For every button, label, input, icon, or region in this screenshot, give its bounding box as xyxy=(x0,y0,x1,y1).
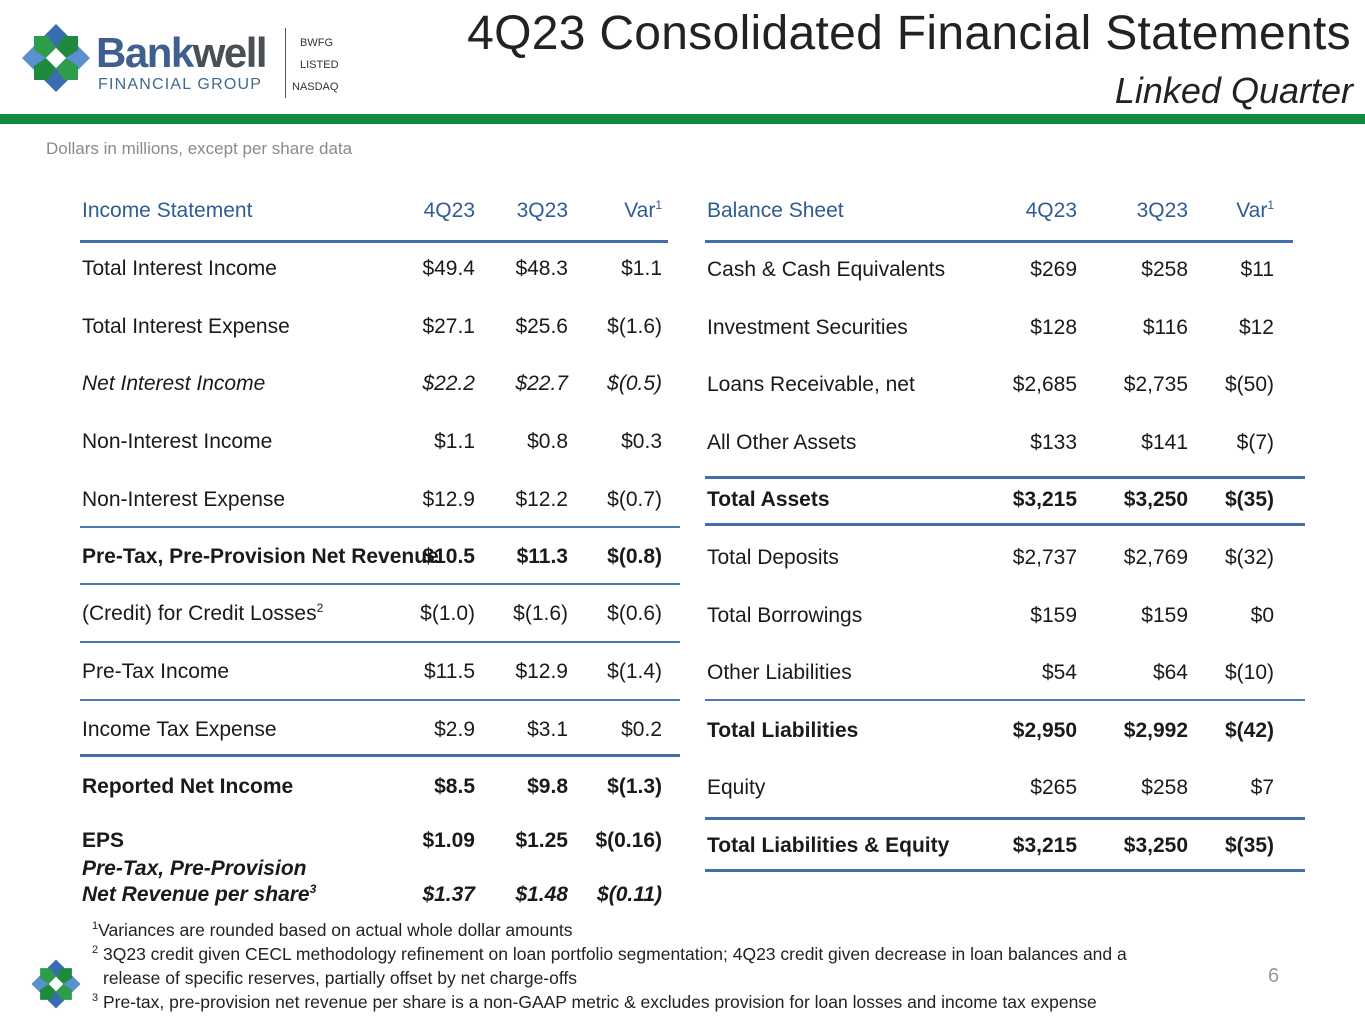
table-header: Balance Sheet 4Q23 3Q23 Var1 xyxy=(705,182,1305,240)
column-header-var: Var1 xyxy=(1236,198,1274,222)
table-header: Income Statement 4Q23 3Q23 Var1 xyxy=(80,182,668,240)
balance-sheet-table: Balance Sheet 4Q23 3Q23 Var1 Cash & Cash… xyxy=(705,182,1305,882)
table-row: Pre-Tax, Pre-Provision xyxy=(82,857,307,880)
table-row: Loans Receivable, net $2,685 $2,735 $(50) xyxy=(707,373,1274,396)
table-row: Reported Net Income $8.5 $9.8 $(1.3) xyxy=(82,775,662,798)
table-row: Pre-Tax Income $11.5 $12.9 $(1.4) xyxy=(82,660,662,683)
header-divider-bar xyxy=(0,114,1365,124)
brand-subtitle: FINANCIAL GROUP xyxy=(98,76,263,93)
column-header-label: Balance Sheet xyxy=(707,199,844,222)
column-header-3q23: 3Q23 xyxy=(516,199,568,222)
row-rule xyxy=(705,699,1305,701)
footnote-1: 1Variances are rounded based on actual w… xyxy=(92,920,573,940)
footnote-3: 3 Pre-tax, pre-provision net revenue per… xyxy=(92,992,1097,1012)
column-header-3q23: 3Q23 xyxy=(1136,199,1188,222)
row-rule xyxy=(705,523,1305,526)
header-rule xyxy=(705,240,1293,243)
table-row: Total Liabilities & Equity $3,215 $3,250 $… xyxy=(707,834,1274,857)
ticker-block: BWFG LISTED NASDAQ xyxy=(292,32,339,98)
table-row: (Credit) for Credit Losses2 $(1.0) $(1.6)… xyxy=(82,601,662,625)
table-row: Total Interest Income $49.4 $48.3 $1.1 xyxy=(82,257,662,280)
table-row: Cash & Cash Equivalents $269 $258 $11 xyxy=(707,258,1274,281)
exchange-label: NASDAQ xyxy=(292,81,339,93)
table-row: Net Revenue per share3 $1.37 $1.48 $(0.11) xyxy=(82,882,662,906)
table-row: Total Deposits $2,737 $2,769 $(32) xyxy=(707,546,1274,569)
bankwell-logo: Bankwell FINANCIAL GROUP BWFG LISTED NAS… xyxy=(20,22,350,98)
bankwell-logo-mark-icon xyxy=(22,24,90,92)
column-header-4q23: 4Q23 xyxy=(423,199,475,222)
table-row: Equity $265 $258 $7 xyxy=(707,776,1274,799)
page-number: 6 xyxy=(1268,965,1280,987)
table-row: Total Borrowings $159 $159 $0 xyxy=(707,604,1274,627)
income-statement-table: Income Statement 4Q23 3Q23 Var1 Total In… xyxy=(80,182,680,922)
header-rule xyxy=(80,240,668,243)
row-rule xyxy=(80,641,680,643)
column-header-label: Income Statement xyxy=(82,199,253,222)
row-rule xyxy=(705,817,1305,820)
table-row: Non-Interest Expense $12.9 $12.2 $(0.7) xyxy=(82,488,662,511)
table-row: Non-Interest Income $1.1 $0.8 $0.3 xyxy=(82,430,662,453)
table-row: Total Assets $3,215 $3,250 $(35) xyxy=(707,488,1274,511)
page-subtitle: Linked Quarter xyxy=(1114,70,1353,111)
units-note: Dollars in millions, except per share da… xyxy=(46,139,353,158)
row-rule xyxy=(80,754,680,757)
row-rule xyxy=(80,699,680,701)
row-rule xyxy=(705,869,1305,872)
page-title: 4Q23 Consolidated Financial Statements xyxy=(467,7,1351,60)
bankwell-small-logo-icon xyxy=(31,959,81,1009)
logo-divider xyxy=(285,28,286,98)
ticker-symbol: BWFG xyxy=(300,37,333,49)
column-header-4q23: 4Q23 xyxy=(1025,199,1077,222)
table-row: Pre-Tax, Pre-Provision Net Revenue $10.5… xyxy=(82,545,662,568)
table-row: Investment Securities $128 $116 $12 xyxy=(707,316,1274,339)
brand-name: Bankwell xyxy=(96,29,268,76)
table-row: Other Liabilities $54 $64 $(10) xyxy=(707,661,1274,684)
table-row: Net Interest Income $22.2 $22.7 $(0.5) xyxy=(82,372,662,395)
table-row: EPS $1.09 $1.25 $(0.16) xyxy=(82,829,662,852)
table-row: Total Liabilities $2,950 $2,992 $(42) xyxy=(707,719,1274,742)
table-row: Income Tax Expense $2.9 $3.1 $0.2 xyxy=(82,718,662,741)
row-rule xyxy=(80,526,680,528)
footnote-2: 2 3Q23 credit given CECL methodology ref… xyxy=(92,944,1127,964)
row-rule xyxy=(705,476,1305,479)
table-row: Total Interest Expense $27.1 $25.6 $(1.6) xyxy=(82,315,662,338)
footnote-2-cont: release of specific reserves, partially … xyxy=(103,968,578,988)
table-row: All Other Assets $133 $141 $(7) xyxy=(707,431,1274,454)
listed-label: LISTED xyxy=(300,59,339,71)
column-header-var: Var1 xyxy=(624,198,662,222)
row-rule xyxy=(80,583,680,585)
